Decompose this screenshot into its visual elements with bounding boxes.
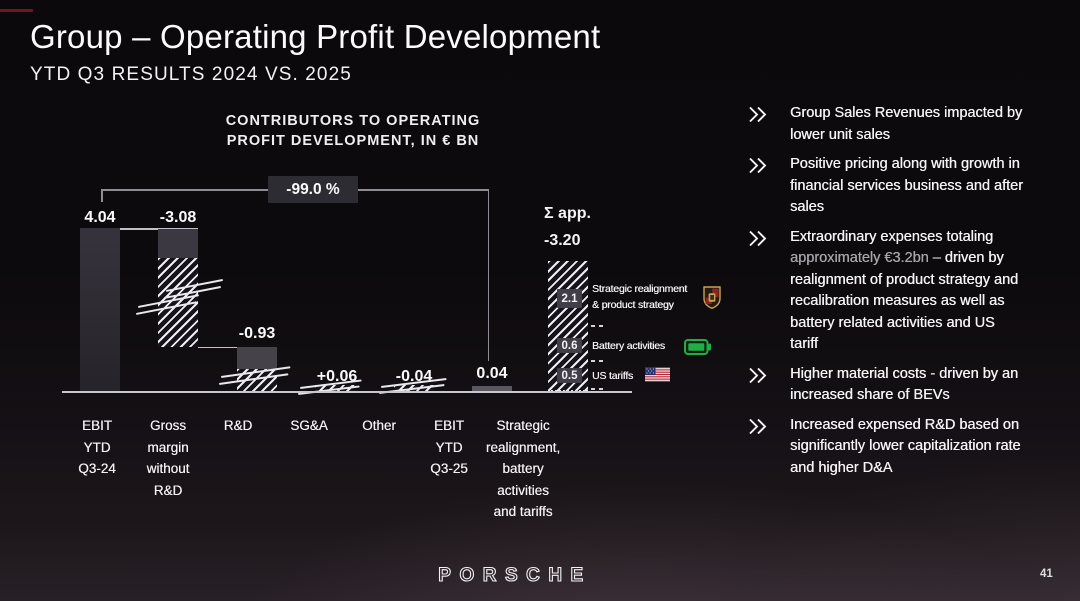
connector-line-1 (120, 228, 198, 230)
bar-gross-margin-solid (158, 229, 198, 258)
category-label-other: Other (362, 418, 396, 433)
category-label-ebit-q3-25: EBIT YTD Q3-25 (430, 418, 468, 476)
bar-ebit-q3-25 (472, 386, 512, 391)
bullet-item: Extraordinary expenses totaling approxim… (748, 227, 1070, 356)
bar-ebit-q3-24 (80, 228, 120, 391)
segment-label-tariffs: US tariffs (592, 370, 633, 382)
bullet-text-post: – driven by realignment of product strat… (790, 250, 1019, 352)
bar-rd-hatched (237, 369, 277, 391)
bullet-text: Group Sales Revenues impacted by lower u… (790, 105, 1023, 143)
bullet-text-pre: Extraordinary expenses totaling (790, 228, 994, 245)
bullet-text: Higher material costs - driven by an inc… (790, 365, 1019, 404)
corner-accent-mark (0, 9, 33, 12)
page-title: Group – Operating Profit Development (30, 18, 601, 55)
page-subtitle: YTD Q3 RESULTS 2024 VS. 2025 (30, 64, 352, 85)
value-label-ebit-q3-25: 0.04 (476, 365, 508, 382)
x-axis-line (62, 391, 632, 393)
segment-label-strategic: Strategic realignment & product strategy (592, 283, 688, 311)
category-label-sga: SG&A (290, 418, 328, 433)
value-label-gross-margin: -3.08 (159, 209, 197, 226)
bullet-text-highlight: approximately €3.2bn (790, 250, 929, 266)
segment-value-battery: 0.6 (557, 338, 582, 353)
sum-approx-label: Σ app. (544, 205, 591, 222)
chart-title-line2: PROFIT DEVELOPMENT, IN € BN (226, 132, 480, 149)
segment-value-strategic: 2.1 (557, 289, 582, 308)
bullet-item: Increased expensed R&D based on signific… (748, 415, 1070, 480)
value-label-ebit-q3-24: 4.04 (84, 209, 116, 226)
segment-divider-dash (591, 388, 604, 390)
value-label-rd: -0.93 (238, 325, 276, 342)
chart-title-line1: CONTRIBUTORS TO OPERATING (225, 113, 481, 129)
connector-line-2 (198, 346, 237, 349)
bullet-item: Positive pricing along with growth in fi… (748, 154, 1070, 219)
category-label-rd: R&D (223, 418, 253, 433)
porsche-wordmark-text: PORSCHE (438, 565, 591, 586)
category-label-strategic: Strategic realignment, battery activitie… (485, 418, 561, 519)
segment-value-tariffs: 0.5 (557, 368, 582, 383)
double-chevron-icon (748, 227, 790, 252)
porsche-crest-icon (703, 286, 721, 309)
chart-title: CONTRIBUTORS TO OPERATING PROFIT DEVELOP… (193, 112, 513, 151)
us-flag-icon (645, 367, 670, 382)
bullet-text: Extraordinary expenses totaling approxim… (790, 227, 1066, 356)
segment-divider-dash (591, 325, 604, 327)
segment-divider-dash (591, 360, 604, 362)
bullet-text: Positive pricing along with growth in fi… (790, 156, 1023, 215)
page-number: 41 (1040, 568, 1053, 580)
double-chevron-icon (748, 154, 790, 179)
double-chevron-icon (748, 103, 790, 128)
double-chevron-icon (748, 415, 790, 440)
category-label-ebit-q3-24: EBIT YTD Q3-24 (78, 418, 116, 476)
category-label-gross-margin: Gross margin without R&D (146, 418, 190, 498)
key-messages-panel: Group Sales Revenues impacted by lower u… (748, 103, 1070, 479)
delta-bracket-left-tick (101, 189, 103, 202)
bar-rd-solid (237, 347, 277, 369)
bullet-item: Higher material costs - driven by an inc… (748, 364, 1070, 407)
sum-value-label: -3.20 (544, 232, 581, 249)
delta-annotation: -99.0 % (268, 176, 358, 203)
bullet-text: Increased expensed R&D based on signific… (790, 416, 1021, 476)
segment-label-battery: Battery activities (592, 340, 665, 352)
porsche-wordmark: PORSCHE (438, 564, 591, 586)
bar-extraordinary-expenses: 2.1 0.6 0.5 (548, 261, 588, 392)
battery-icon (684, 339, 711, 355)
double-chevron-icon (748, 364, 790, 389)
delta-bracket-vertical (487, 189, 490, 361)
bullet-item: Group Sales Revenues impacted by lower u… (748, 103, 1070, 146)
